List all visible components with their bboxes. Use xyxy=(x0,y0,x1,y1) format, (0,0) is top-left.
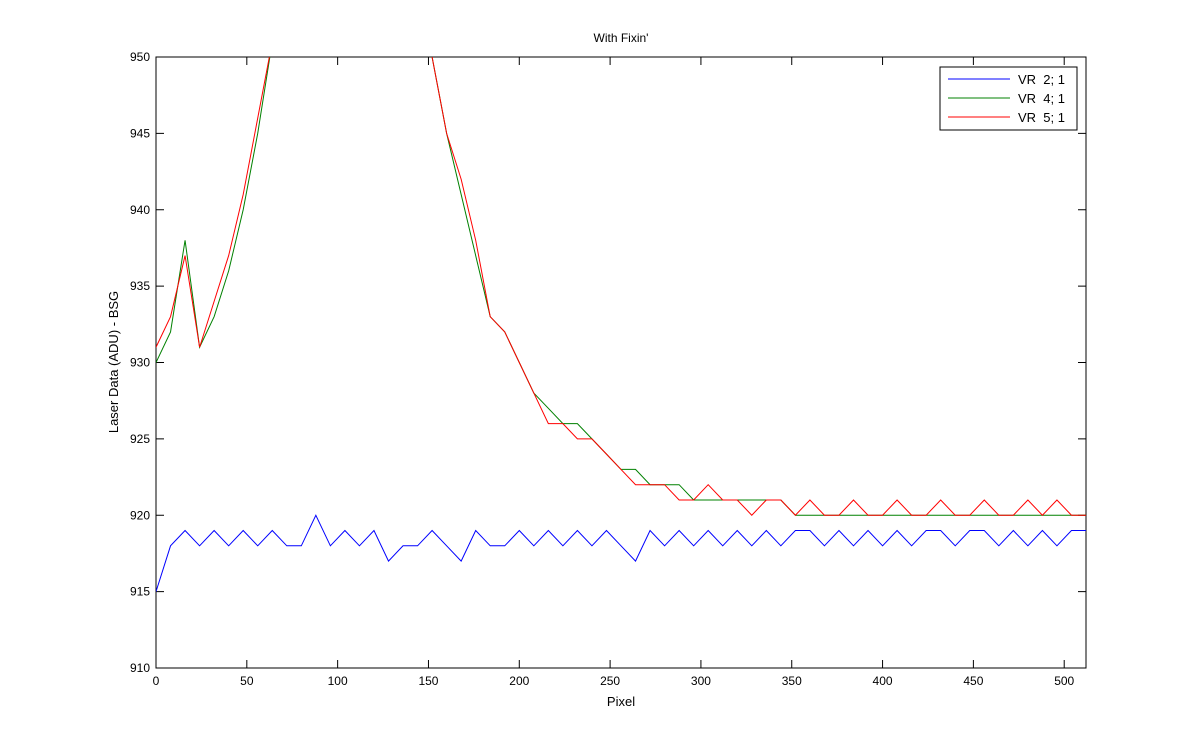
x-tick-label: 350 xyxy=(782,674,802,688)
x-tick-label: 100 xyxy=(328,674,348,688)
legend-label: VR 4; 1 xyxy=(1018,91,1065,106)
x-tick-label: 150 xyxy=(418,674,438,688)
y-tick-label: 930 xyxy=(130,356,150,370)
y-tick-label: 910 xyxy=(130,661,150,675)
x-tick-label: 50 xyxy=(240,674,254,688)
legend-label: VR 2; 1 xyxy=(1018,72,1065,87)
x-tick-label: 400 xyxy=(873,674,893,688)
plot-lines xyxy=(156,57,1086,592)
data-line xyxy=(156,514,1086,592)
data-line xyxy=(156,57,1086,516)
x-tick-label: 300 xyxy=(691,674,711,688)
x-axis-label: Pixel xyxy=(607,694,635,709)
y-tick-label: 920 xyxy=(130,508,150,522)
x-tick-label: 450 xyxy=(963,674,983,688)
y-tick-label: 915 xyxy=(130,585,150,599)
x-tick-label: 500 xyxy=(1054,674,1074,688)
y-tick-label: 950 xyxy=(130,50,150,64)
legend-label: VR 5; 1 xyxy=(1018,110,1065,125)
y-tick-label: 940 xyxy=(130,203,150,217)
y-tick-label: 945 xyxy=(130,126,150,140)
x-tick-label: 250 xyxy=(600,674,620,688)
plot-area xyxy=(155,56,1087,669)
x-tick-label: 0 xyxy=(153,674,160,688)
y-axis-label: Laser Data (ADU) - BSG xyxy=(106,291,121,433)
y-tick-label: 925 xyxy=(130,432,150,446)
chart-title: With Fixin' xyxy=(594,31,649,45)
x-tick-label: 200 xyxy=(509,674,529,688)
y-tick-label: 935 xyxy=(130,279,150,293)
